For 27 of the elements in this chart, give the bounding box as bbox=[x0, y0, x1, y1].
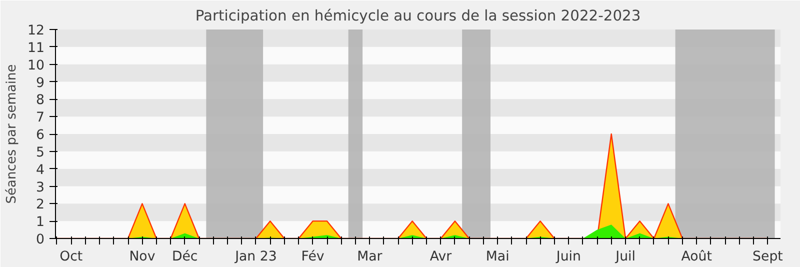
y-tick-label: 8 bbox=[36, 93, 45, 108]
y-tick-label: 3 bbox=[36, 180, 45, 196]
y-tick-label: 10 bbox=[28, 58, 45, 74]
x-tick-label: Juil bbox=[614, 250, 636, 264]
y-tick-label: 9 bbox=[36, 76, 45, 91]
x-tick-label: Juin bbox=[555, 250, 581, 264]
y-tick-label: 4 bbox=[36, 162, 45, 178]
x-tick-label: Août bbox=[681, 250, 712, 264]
x-tick-label: Jan 23 bbox=[234, 250, 277, 264]
y-tick-label: 5 bbox=[36, 145, 45, 160]
x-tick-label: Oct bbox=[60, 250, 83, 264]
y-axis-title: Séances par semaine bbox=[4, 64, 20, 204]
y-tick-label: 2 bbox=[36, 198, 45, 213]
y-tick-label: 1 bbox=[36, 215, 45, 230]
y-tick-label: 0 bbox=[36, 232, 45, 248]
x-tick-label: Mai bbox=[486, 250, 510, 264]
x-tick-label: Mar bbox=[357, 250, 383, 264]
y-tick-label: 11 bbox=[28, 40, 45, 56]
x-tick-label: Sept bbox=[752, 250, 783, 264]
chart-title: Participation en hémicycle au cours de la session 2022-2023 bbox=[195, 8, 641, 24]
y-tick-label: 7 bbox=[36, 110, 45, 126]
x-tick-label: Avr bbox=[430, 250, 452, 264]
x-tick-label: Fév bbox=[301, 250, 324, 264]
y-tick-label: 12 bbox=[28, 24, 45, 38]
x-tick-label: Déc bbox=[172, 250, 198, 264]
y-tick-label: 6 bbox=[36, 128, 45, 143]
x-tick-label: Nov bbox=[129, 250, 156, 264]
